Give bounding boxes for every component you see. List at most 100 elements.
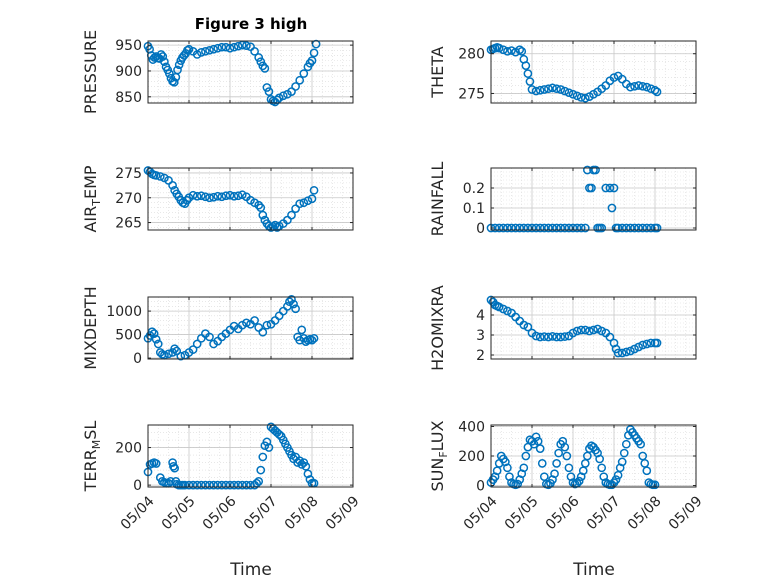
air-temp-point: [225, 190, 235, 200]
pressure-point: [254, 53, 264, 62]
air-temp-y-axis-label: AIRTEMP: [81, 165, 103, 232]
sun-flux-point: [513, 479, 523, 489]
terr-msl-point: [217, 480, 227, 490]
figure-title: Figure 3 high: [195, 15, 308, 33]
pressure-axes-box: [147, 40, 354, 104]
sun-flux-point: [552, 459, 561, 468]
mixdepth-point: [242, 318, 251, 328]
rainfall-y-tick-label: 0.2: [463, 181, 485, 197]
theta-point: [544, 84, 553, 94]
pressure-point: [250, 46, 259, 56]
rainfall-point: [587, 183, 596, 193]
mixdepth-point: [289, 299, 298, 309]
h2omixra-y-tick-label: 4: [476, 308, 485, 324]
sun-flux-point: [503, 463, 512, 473]
h2omixra-point: [580, 325, 590, 335]
theta-point: [531, 86, 541, 96]
rainfall-point: [511, 223, 520, 233]
x-axis-label-left: Time: [229, 560, 272, 580]
terr-msl-point: [205, 480, 214, 490]
air-temp-point: [258, 210, 268, 220]
theta-point: [539, 85, 549, 94]
terr-msl-point: [256, 465, 266, 475]
mixdepth-axes: 0 500 1000 MIXDEPTH: [81, 286, 354, 370]
pressure-axes: 850 900 950 PRESSURE: [81, 30, 354, 114]
mixdepth-point: [153, 339, 163, 349]
mixdepth-point: [170, 344, 179, 354]
pressure-point: [160, 57, 169, 67]
air-temp-point: [221, 191, 231, 201]
air-temp-point: [151, 171, 161, 180]
pressure-y-tick-label: 950: [115, 38, 142, 54]
theta-point: [572, 91, 582, 101]
terr-msl-x-tick-label: 05/07: [241, 493, 281, 533]
sun-flux-y-tick-label: 400: [458, 419, 485, 435]
rainfall-point: [609, 183, 619, 193]
terr-msl-point: [180, 480, 190, 490]
sun-flux-point: [562, 451, 572, 461]
sun-flux-x-tick-label: 05/05: [502, 493, 542, 533]
pressure-point: [196, 48, 206, 57]
h2omixra-point: [630, 344, 639, 354]
rainfall-point: [605, 183, 615, 193]
pressure-point: [192, 50, 202, 59]
h2omixra-point: [535, 332, 545, 342]
theta-point: [630, 81, 639, 91]
rainfall-point: [607, 203, 617, 213]
air-temp-point: [155, 172, 165, 181]
terr-msl-x-tick-label: 05/05: [159, 493, 199, 533]
sun-flux-point: [597, 463, 607, 473]
theta-point: [634, 81, 643, 90]
theta-point: [652, 87, 662, 97]
mixdepth-point: [309, 333, 319, 343]
pressure-point: [205, 45, 214, 55]
h2omixra-point: [572, 326, 582, 336]
sun-flux-point: [535, 444, 545, 453]
terr-msl-point: [274, 430, 284, 439]
h2omixra-point: [613, 348, 623, 358]
rainfall-point: [498, 223, 508, 233]
rainfall-point: [626, 223, 635, 233]
terr-msl-point: [293, 458, 302, 467]
air-temp-point: [213, 191, 223, 201]
air-temp-y-tick-label: 265: [115, 216, 142, 232]
terr-msl-axes-box: [147, 424, 354, 488]
terr-msl-y-tick-label: 200: [115, 441, 142, 457]
pressure-point: [262, 83, 272, 92]
sun-flux-point: [642, 466, 652, 476]
rainfall-point: [507, 223, 516, 233]
rainfall-point: [548, 223, 557, 233]
x-axis-label-right: Time: [572, 560, 615, 580]
sun-flux-point: [617, 457, 627, 467]
pressure-y-tick-label: 850: [115, 90, 142, 106]
h2omixra-point: [523, 322, 533, 332]
terr-msl-point: [168, 458, 177, 467]
pressure-point: [278, 91, 288, 101]
sun-flux-point: [636, 439, 646, 449]
pressure-point: [229, 42, 239, 52]
air-temp-point: [182, 195, 192, 205]
theta-point: [548, 83, 557, 93]
rainfall-point: [539, 223, 549, 233]
mixdepth-point: [297, 325, 307, 335]
sun-flux-y-tick-label: 0: [476, 479, 485, 495]
terr-msl-point: [237, 480, 247, 490]
rainfall-point: [544, 223, 553, 233]
h2omixra-point: [544, 332, 553, 342]
theta-point: [515, 45, 525, 55]
pressure-point: [295, 75, 305, 85]
theta-point: [638, 81, 648, 91]
mixdepth-point: [295, 335, 305, 345]
h2omixra-point: [605, 332, 615, 342]
mixdepth-point: [176, 351, 186, 361]
theta-point: [523, 69, 533, 78]
rainfall-point: [535, 223, 545, 233]
h2omixra-point: [621, 347, 631, 357]
terr-msl-x-tick-label: 05/06: [200, 493, 240, 533]
theta-point: [626, 82, 635, 92]
h2omixra-point: [519, 320, 529, 330]
pressure-point: [217, 42, 227, 52]
air-temp-point: [205, 193, 214, 203]
terr-msl-point: [170, 463, 179, 473]
h2omixra-point: [539, 332, 549, 341]
